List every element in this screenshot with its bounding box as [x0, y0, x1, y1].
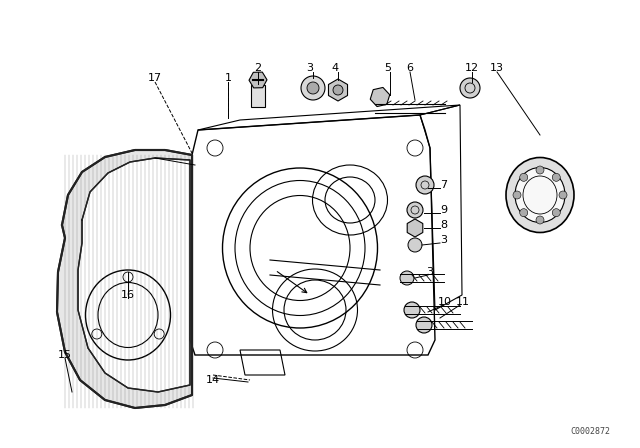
Text: 16: 16 [121, 290, 135, 300]
Ellipse shape [506, 158, 574, 233]
Text: 4: 4 [332, 63, 339, 73]
Text: 3: 3 [307, 63, 314, 73]
Text: 5: 5 [385, 63, 392, 73]
Text: 9: 9 [440, 205, 447, 215]
Circle shape [552, 209, 560, 217]
Text: 7: 7 [440, 180, 447, 190]
Text: 1: 1 [225, 73, 232, 83]
Circle shape [333, 85, 343, 95]
Circle shape [520, 173, 528, 181]
Circle shape [301, 76, 325, 100]
Circle shape [307, 82, 319, 94]
Text: 6: 6 [406, 63, 413, 73]
Circle shape [416, 317, 432, 333]
Circle shape [460, 78, 480, 98]
Circle shape [536, 216, 544, 224]
Circle shape [536, 166, 544, 174]
Text: 13: 13 [490, 63, 504, 73]
Text: 12: 12 [465, 63, 479, 73]
Polygon shape [57, 150, 192, 408]
Text: 14: 14 [206, 375, 220, 385]
Circle shape [408, 238, 422, 252]
Circle shape [400, 271, 414, 285]
Circle shape [404, 302, 420, 318]
Text: 10: 10 [438, 297, 452, 307]
Text: 3: 3 [426, 267, 433, 277]
Text: 3: 3 [440, 235, 447, 245]
Circle shape [520, 209, 528, 217]
Circle shape [552, 173, 560, 181]
Circle shape [407, 202, 423, 218]
Text: 11: 11 [456, 297, 470, 307]
Circle shape [513, 191, 521, 199]
Text: 8: 8 [440, 220, 447, 230]
Ellipse shape [515, 168, 565, 223]
Bar [251, 85, 265, 107]
Circle shape [559, 191, 567, 199]
Circle shape [416, 176, 434, 194]
Text: C0002872: C0002872 [570, 427, 610, 436]
Text: 2: 2 [255, 63, 262, 73]
Text: 15: 15 [58, 350, 72, 360]
Text: 17: 17 [148, 73, 162, 83]
